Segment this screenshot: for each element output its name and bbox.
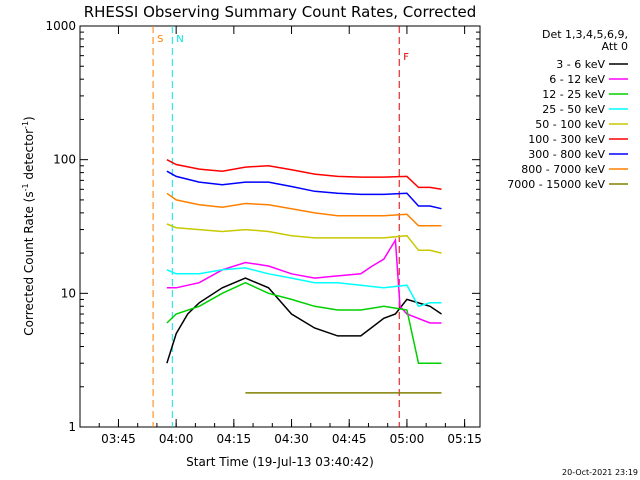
x-tick-label: 04:15 — [217, 432, 252, 446]
marker-label-f: F — [403, 52, 409, 63]
series-line-7 — [166, 192, 442, 227]
legend-label-5: 100 - 300 keV — [528, 133, 605, 146]
y-axis-label-sup1: -1 — [21, 183, 30, 191]
x-tick-label: 04:30 — [274, 432, 309, 446]
legend-header-line: Att 0 — [602, 40, 628, 53]
legend-label-8: 7000 - 15000 keV — [507, 178, 605, 191]
legend: Det 1,3,4,5,6,9,Att 0 3 - 6 keV 6 - 12 keV… — [507, 28, 628, 191]
legend-label-4: 50 - 100 keV — [535, 118, 605, 131]
series-line-2 — [166, 281, 442, 364]
legend-label-6: 300 - 800 keV — [528, 148, 605, 161]
y-axis: 1 10 100 1000 — [45, 19, 480, 434]
y-tick-label: 100 — [53, 153, 76, 167]
legend-label-0: 3 - 6 keV — [556, 58, 605, 71]
legend-label-3: 25 - 50 keV — [542, 103, 605, 116]
series-line-5 — [166, 159, 442, 191]
y-axis-label-part2: detector — [22, 129, 36, 184]
series-line-4 — [166, 223, 442, 254]
y-axis-label-part3: ) — [22, 116, 36, 121]
marker-label-s: S — [157, 34, 163, 45]
timestamp: 20-Oct-2021 23:19 — [562, 468, 638, 477]
legend-header-line: Det 1,3,4,5,6,9, — [542, 28, 628, 41]
time-markers: S N F — [152, 26, 409, 427]
legend-label-2: 12 - 25 keV — [542, 88, 605, 101]
series-line-3 — [166, 267, 442, 308]
series-line-0 — [166, 277, 442, 364]
x-tick-label: 05:00 — [390, 432, 425, 446]
x-tick-label: 05:15 — [447, 432, 482, 446]
plot-area-frame — [79, 25, 481, 428]
data-series — [166, 159, 442, 394]
marker-label-n: N — [176, 34, 183, 45]
x-tick-label: 03:45 — [101, 432, 136, 446]
series-line-1 — [166, 237, 442, 324]
y-tick-label: 1 — [68, 420, 76, 434]
series-line-6 — [166, 170, 442, 210]
y-tick-label: 10 — [61, 286, 76, 300]
y-axis-label-sup2: -1 — [21, 121, 30, 129]
legend-label-7: 800 - 7000 keV — [521, 163, 605, 176]
x-axis: 03:45 04:00 04:15 04:30 04:45 05:00 05:15 — [79, 26, 482, 446]
x-tick-label: 04:00 — [159, 432, 194, 446]
x-axis-label: Start Time (19-Jul-13 03:40:42) — [186, 455, 374, 469]
legend-label-1: 6 - 12 keV — [549, 73, 605, 86]
y-axis-label: Corrected Count Rate (s-1 detector-1) — [21, 116, 36, 335]
x-tick-label: 04:45 — [332, 432, 367, 446]
y-axis-label-part1: Corrected Count Rate (s — [22, 191, 36, 335]
chart-title: RHESSI Observing Summary Count Rates, Co… — [84, 3, 477, 21]
y-tick-label: 1000 — [45, 19, 76, 33]
